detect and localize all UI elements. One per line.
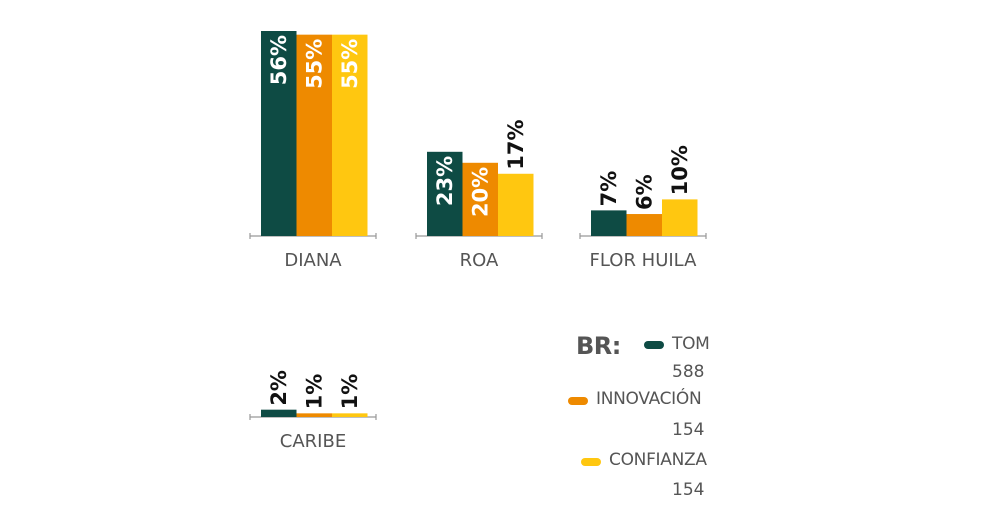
data-label-innovacion-diana: 55% [302,39,326,89]
bar-innovacion-roa [462,162,498,236]
legend: BR: TOM 588 INNOVACIÓN 154 CONFIANZA 154 [568,328,776,508]
legend-label-confianza: CONFIANZA [609,450,707,470]
bar-tom-flor-huila [591,210,627,236]
bar-tom-roa [427,151,463,236]
legend-swatch-confianza [581,458,601,466]
bar-innovacion-caribe [296,413,332,417]
bar-confianza-diana [332,34,368,237]
bar-tom-caribe [261,409,297,417]
data-label-confianza-roa: 17% [504,120,528,170]
panel-roa: 23% 20% 17% ROA [415,120,543,271]
panel-flor-huila: 7% 6% 10% FLOR HUILA [579,145,707,271]
legend-label-tom: TOM [672,334,710,354]
data-label-tom-flor-huila: 7% [597,171,621,207]
category-label-flor-huila: FLOR HUILA [590,250,698,271]
category-label-caribe: CARIBE [280,431,346,452]
data-label-innovacion-flor-huila: 6% [632,174,656,210]
legend-count-innovacion: 154 [672,420,705,440]
category-label-diana: DIANA [284,250,342,271]
data-label-tom-roa: 23% [433,156,457,206]
bar-confianza-caribe [332,413,368,417]
bar-tom-diana [261,31,297,236]
legend-swatch-tom [644,341,664,349]
legend-swatch-innovacion [568,397,588,405]
bar-confianza-flor-huila [662,199,698,236]
data-label-tom-diana: 56% [267,35,291,85]
data-label-confianza-diana: 55% [338,39,362,89]
bar-confianza-roa [498,173,534,236]
data-label-tom-caribe: 2% [267,370,291,406]
legend-count-tom: 588 [672,362,705,382]
bar-innovacion-diana [296,34,332,237]
panel-diana: 56% 55% 55% DIANA [249,31,377,271]
data-label-innovacion-caribe: 1% [302,374,326,410]
panel-caribe: 2% 1% 1% CARIBE [249,370,377,452]
bar-innovacion-flor-huila [626,214,662,236]
data-label-confianza-flor-huila: 10% [668,145,692,195]
legend-label-innovacion: INNOVACIÓN [596,389,702,409]
data-label-innovacion-roa: 20% [468,167,492,217]
legend-count-confianza: 154 [672,480,705,500]
data-label-confianza-caribe: 1% [338,374,362,410]
legend-title: BR: [576,332,621,360]
category-label-roa: ROA [460,250,499,271]
